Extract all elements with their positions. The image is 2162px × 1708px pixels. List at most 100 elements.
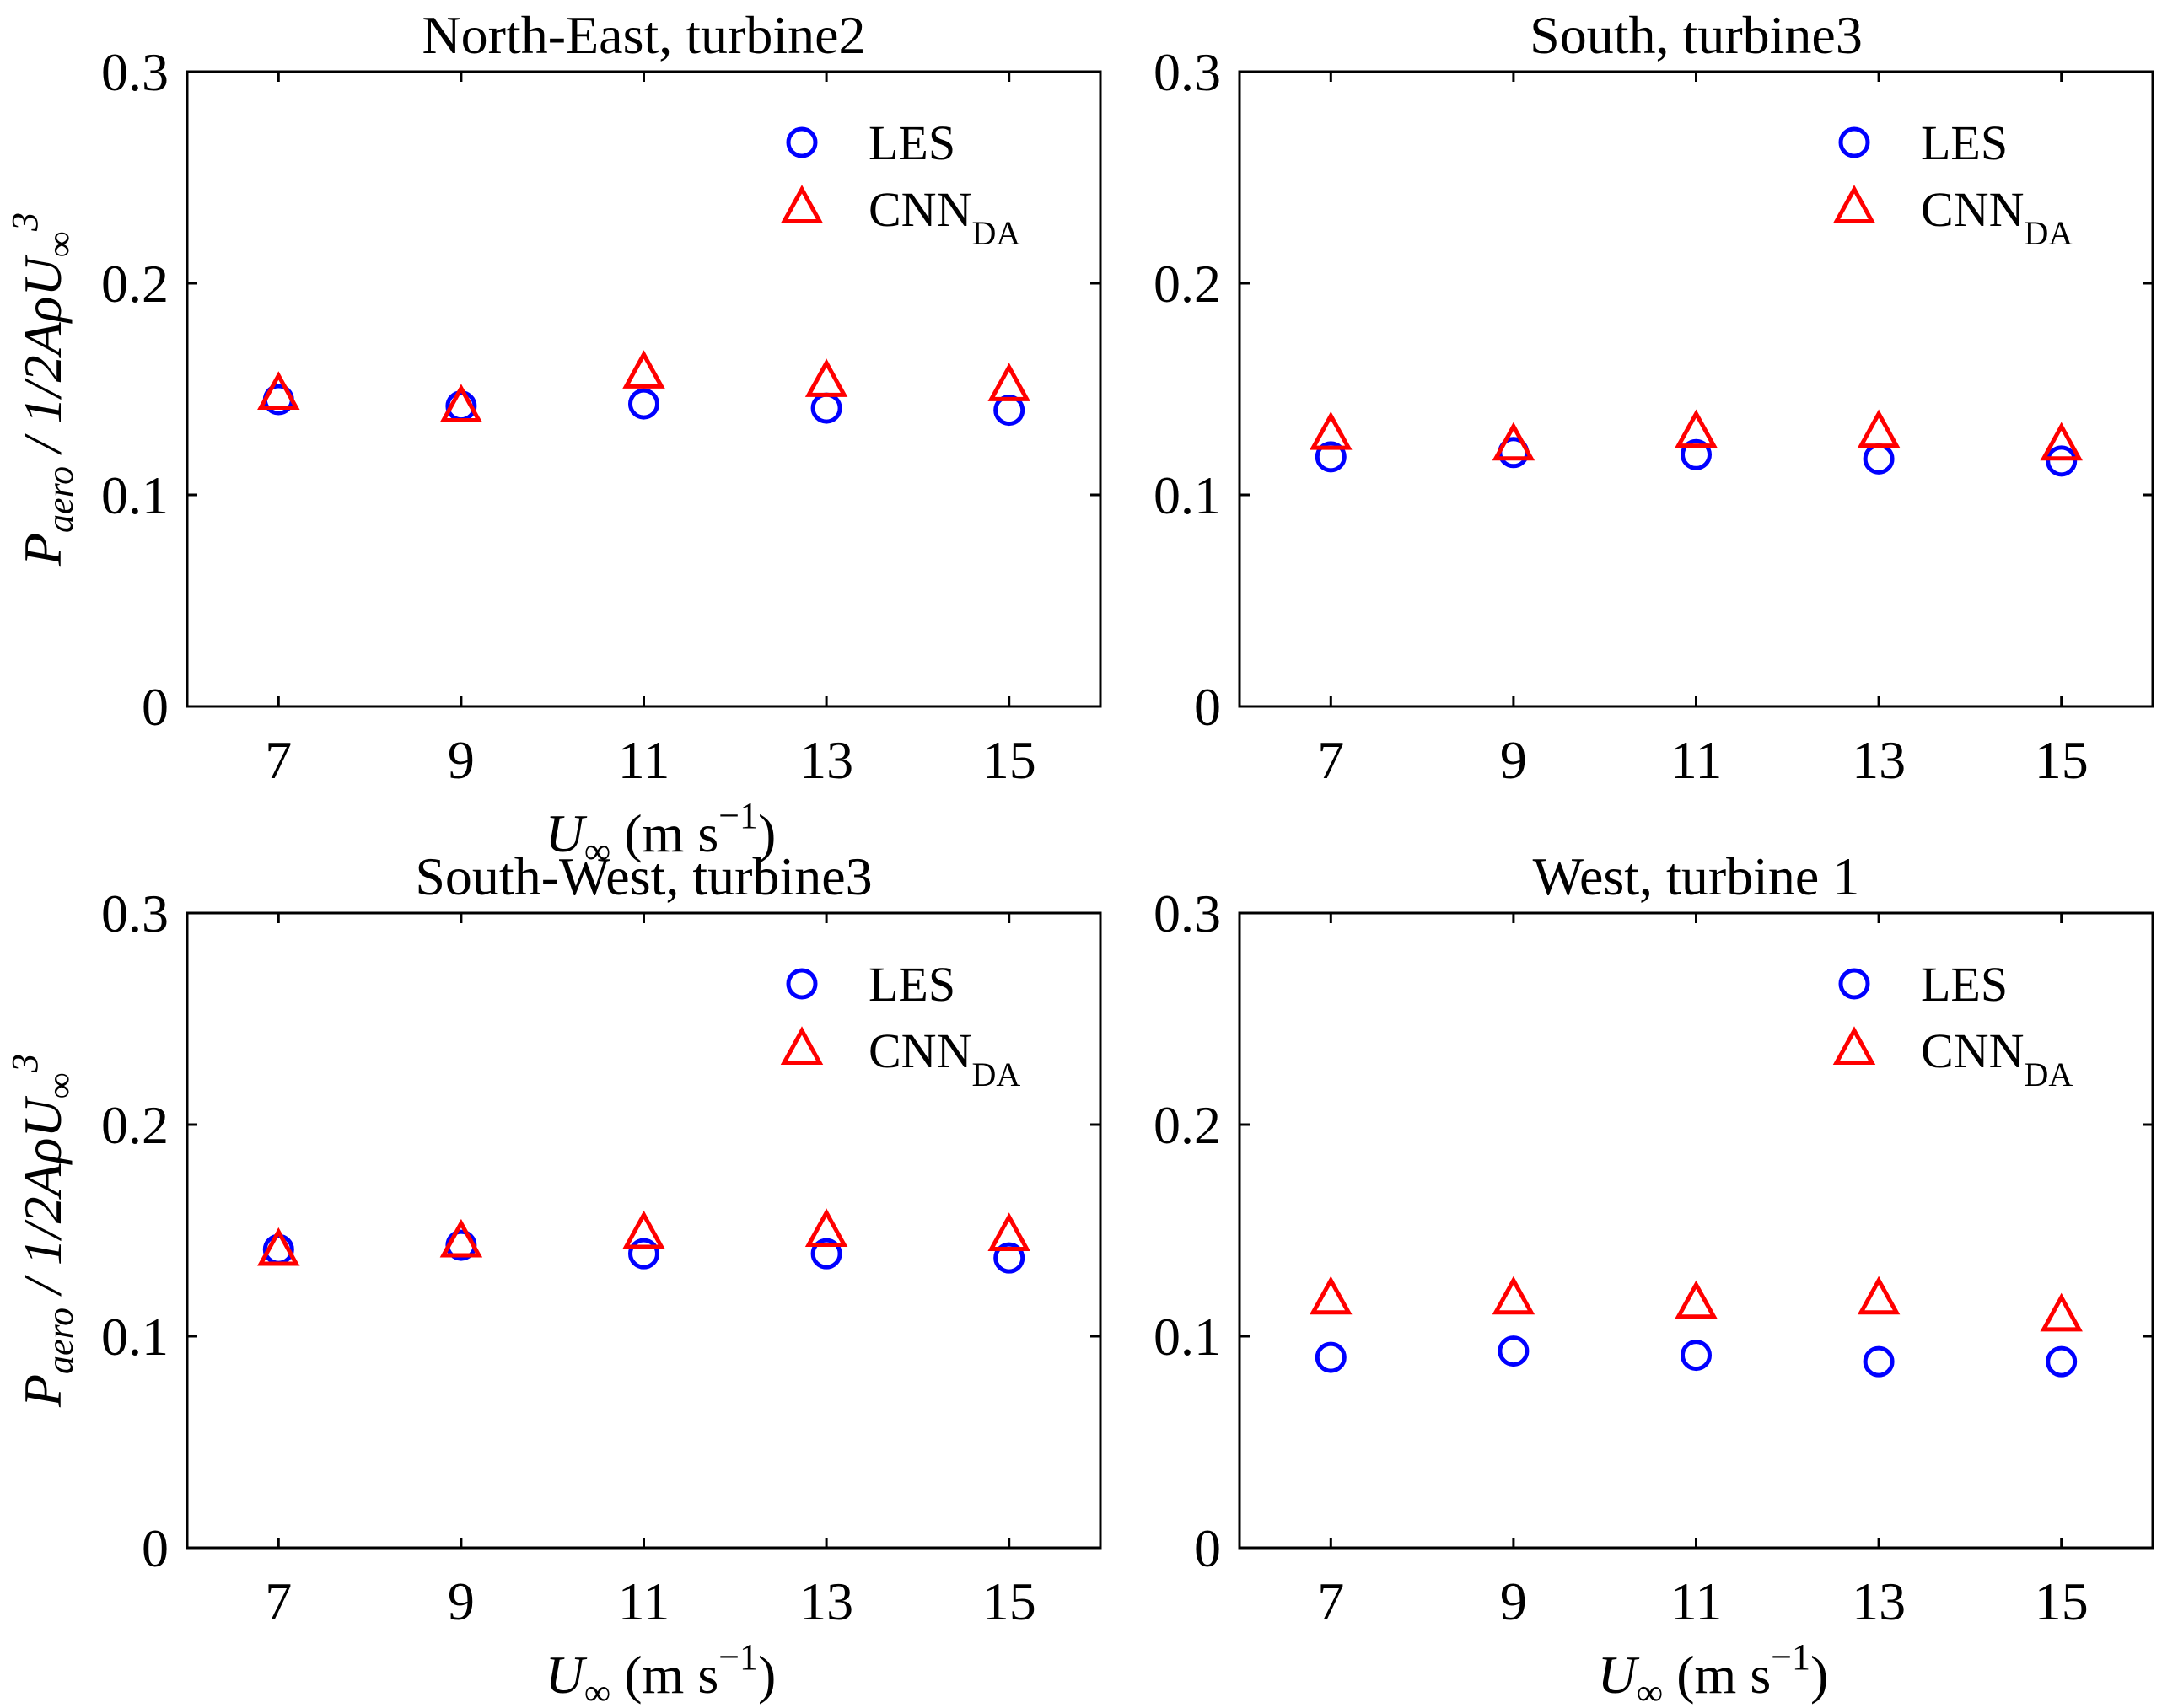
x-tick-label: 7: [265, 730, 292, 790]
legend: LES CNNDA: [1832, 115, 2073, 252]
data-point-cnn: [439, 384, 483, 423]
series-les: [262, 384, 1025, 427]
series-cnn: [257, 350, 1030, 423]
data-point-les: [993, 1242, 1025, 1274]
chart-title: South-West, turbine3: [415, 846, 872, 906]
x-axis-label: U∞ (m s−1): [546, 795, 777, 872]
y-tick-label: 0: [1194, 677, 1221, 737]
chart-panel-2: 7 9 11 13 15 0 0.1 0.2 0.3 South, turbine3 LES CNND…: [1154, 5, 2154, 790]
data-point-les: [1315, 1341, 1347, 1373]
data-point-les: [1681, 438, 1712, 470]
x-tick-label: 7: [1317, 730, 1344, 790]
x-tick-label: 9: [1500, 1571, 1527, 1631]
data-point-cnn: [1675, 409, 1718, 448]
x-tick-label: 13: [1852, 1571, 1906, 1631]
legend: LES CNNDA: [780, 115, 1020, 252]
axes-box: [1238, 70, 2154, 708]
legend: LES CNNDA: [1832, 957, 2073, 1093]
x-axis-label: U∞ (m s−1): [546, 1636, 777, 1708]
data-point-cnn: [1492, 1276, 1535, 1315]
y-tick-label: 0: [142, 1518, 169, 1578]
x-tick-label: 9: [448, 1571, 475, 1631]
data-point-les: [1863, 1345, 1895, 1378]
legend-marker-les: [786, 126, 818, 158]
chart-title: South, turbine3: [1530, 5, 1863, 65]
y-tick-label: 0.3: [1154, 884, 1221, 943]
x-tick-label: 7: [265, 1571, 292, 1631]
y-tick-label: 0: [142, 677, 169, 737]
data-point-cnn: [2040, 1292, 2083, 1332]
chart-panel-4: 7 9 11 13 15 0 0.1 0.2 0.3 West, turbine 1 LES CNND…: [1154, 846, 2154, 1708]
data-point-les: [2046, 1345, 2078, 1378]
data-point-cnn: [987, 363, 1030, 401]
legend: LES CNNDA: [780, 957, 1020, 1093]
x-tick-label: 15: [982, 730, 1036, 790]
x-tick-label: 7: [1317, 1571, 1344, 1631]
y-axis-label: Paero / 1/2AρU∞3: [4, 1054, 81, 1408]
chart-title: West, turbine 1: [1533, 846, 1860, 906]
x-tick-label: 9: [448, 730, 475, 790]
data-point-les: [810, 1238, 842, 1270]
x-axis-label: U∞ (m s−1): [1598, 1636, 1829, 1708]
y-tick-label: 0.1: [101, 1307, 169, 1367]
y-tick-label: 0.2: [101, 254, 169, 314]
x-tick-label: 13: [799, 730, 853, 790]
data-point-cnn: [804, 358, 848, 397]
data-point-les: [628, 388, 659, 420]
axes-box: [186, 911, 1102, 1550]
y-tick-label: 0.1: [1154, 465, 1221, 525]
data-point-les: [628, 1238, 659, 1270]
x-tick-label: 11: [618, 730, 670, 790]
y-tick-label: 0: [1194, 1518, 1221, 1578]
x-tick-label: 13: [799, 1571, 853, 1631]
data-point-cnn: [257, 371, 300, 410]
y-tick-label: 0.3: [101, 884, 169, 943]
x-tick-label: 11: [1670, 1571, 1723, 1631]
x-tick-label: 15: [982, 1571, 1036, 1631]
x-tick-label: 11: [618, 1571, 670, 1631]
series-les: [1315, 1335, 2078, 1378]
data-point-cnn: [1310, 411, 1353, 450]
data-point-les: [1863, 443, 1895, 475]
data-point-cnn: [622, 1210, 665, 1249]
y-tick-label: 0.2: [101, 1095, 169, 1155]
x-tick-label: 9: [1500, 730, 1527, 790]
data-point-cnn: [1310, 1276, 1353, 1315]
legend-marker-les: [1838, 968, 1870, 1000]
axes-box: [1238, 911, 2154, 1550]
legend-label-cnn: CNNDA: [869, 182, 1020, 252]
legend-label-cnn: CNNDA: [869, 1023, 1020, 1093]
data-point-les: [1681, 1340, 1712, 1372]
series-cnn: [1310, 1276, 2083, 1332]
legend-label-les: LES: [869, 957, 955, 1012]
y-tick-label: 0.2: [1154, 1095, 1221, 1155]
legend-label-les: LES: [1921, 115, 2008, 170]
data-point-cnn: [257, 1227, 300, 1266]
data-point-cnn: [804, 1208, 848, 1247]
data-point-les: [1315, 441, 1347, 473]
data-point-les: [1498, 1335, 1530, 1367]
legend-marker-cnn: [1832, 1026, 1876, 1065]
legend-marker-les: [786, 968, 818, 1000]
data-point-cnn: [439, 1218, 483, 1258]
x-tick-label: 13: [1852, 730, 1906, 790]
legend-label-cnn: CNNDA: [1921, 182, 2073, 252]
x-tick-label: 15: [2035, 1571, 2089, 1631]
y-tick-label: 0.3: [101, 42, 169, 102]
series-cnn: [1310, 409, 2083, 461]
y-tick-label: 0.2: [1154, 254, 1221, 314]
data-point-cnn: [1857, 409, 1901, 448]
data-point-les: [993, 395, 1025, 427]
data-point-cnn: [1857, 1276, 1901, 1315]
y-axis-label: Paero / 1/2AρU∞3: [4, 212, 81, 567]
legend-label-les: LES: [869, 115, 955, 170]
y-tick-label: 0.1: [1154, 1307, 1221, 1367]
series-les: [262, 1229, 1025, 1274]
chart-panel-3: 7 9 11 13 15 0 0.1 0.2 0.3 South-West, turbine3 LE…: [4, 846, 1102, 1708]
legend-marker-cnn: [780, 185, 824, 223]
series-cnn: [257, 1208, 1030, 1266]
x-tick-label: 15: [2035, 730, 2089, 790]
y-tick-label: 0.1: [101, 465, 169, 525]
